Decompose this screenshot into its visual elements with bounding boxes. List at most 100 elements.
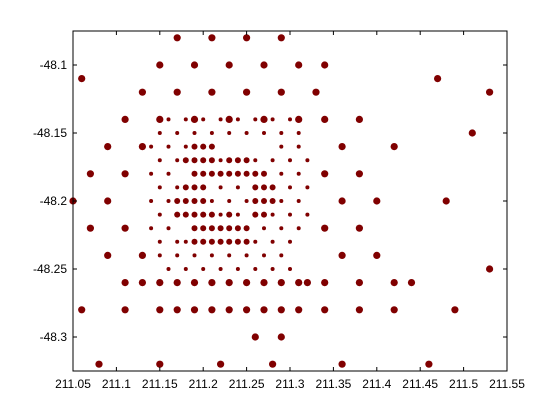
data-point — [225, 306, 233, 314]
data-point — [279, 253, 284, 258]
data-point — [226, 225, 233, 232]
data-point — [234, 157, 241, 164]
data-point — [355, 170, 363, 178]
data-point — [338, 360, 346, 368]
data-point — [243, 225, 250, 232]
data-point — [191, 143, 198, 150]
data-point — [166, 117, 171, 122]
x-tick-label: 211.4 — [362, 377, 391, 391]
data-point — [208, 225, 215, 232]
data-point — [442, 197, 450, 205]
data-point — [208, 211, 215, 218]
data-point — [173, 88, 181, 96]
data-point — [138, 251, 146, 259]
data-point — [183, 117, 188, 122]
data-point — [183, 239, 188, 244]
data-point — [191, 238, 198, 245]
x-tick-label: 211.1 — [102, 377, 131, 391]
data-point — [338, 251, 346, 259]
data-point — [225, 61, 233, 69]
data-point — [260, 279, 268, 287]
data-point — [277, 333, 285, 341]
data-point — [191, 198, 198, 204]
data-point — [277, 34, 285, 42]
data-point — [235, 212, 240, 217]
data-point — [173, 306, 181, 314]
y-tick-label: -48.2 — [40, 194, 68, 208]
data-point — [296, 171, 301, 176]
data-point — [157, 131, 162, 135]
plot-area-frame — [72, 30, 508, 372]
data-point — [182, 198, 189, 204]
data-point — [295, 306, 303, 314]
data-point — [288, 239, 292, 244]
data-point — [175, 185, 180, 190]
data-point — [390, 306, 398, 314]
axis-ticks — [72, 31, 508, 371]
y-tick-label: -48.3 — [40, 330, 68, 344]
data-point — [355, 279, 363, 287]
data-point — [269, 198, 276, 204]
data-point — [305, 212, 310, 217]
data-point — [303, 279, 311, 287]
data-point — [244, 253, 249, 258]
data-point — [149, 199, 154, 203]
data-point — [218, 212, 223, 217]
data-point — [252, 170, 259, 177]
data-point — [78, 306, 86, 314]
data-point — [288, 117, 292, 122]
data-point — [288, 212, 292, 217]
data-point — [425, 360, 433, 368]
data-point — [166, 267, 171, 271]
data-point — [174, 211, 181, 218]
data-point — [175, 253, 180, 258]
x-tick-label: 211.15 — [142, 377, 178, 391]
data-point — [157, 212, 162, 217]
data-point — [190, 279, 199, 287]
data-point — [86, 170, 94, 178]
y-tick-label: -48.15 — [33, 126, 67, 140]
data-point — [138, 143, 146, 151]
data-point — [288, 185, 292, 190]
data-point — [166, 171, 171, 176]
data-point — [234, 238, 241, 245]
data-point — [138, 88, 146, 96]
data-point — [262, 226, 266, 231]
data-point — [192, 131, 197, 135]
data-point — [253, 267, 258, 271]
data-point — [279, 144, 284, 149]
data-point — [218, 267, 223, 271]
data-point — [270, 117, 275, 122]
data-point — [121, 306, 129, 314]
data-point — [217, 170, 224, 177]
data-point — [182, 157, 189, 164]
data-point — [253, 158, 258, 163]
data-point — [225, 279, 233, 287]
data-point — [218, 158, 223, 163]
data-point — [191, 170, 198, 177]
data-point — [234, 170, 241, 177]
data-point — [260, 61, 268, 69]
x-tick-label: 211.2 — [189, 377, 218, 391]
data-point — [166, 144, 171, 149]
data-point — [261, 184, 267, 191]
data-point — [138, 279, 146, 287]
data-point — [226, 211, 233, 218]
data-point — [269, 360, 277, 368]
data-point — [208, 170, 215, 177]
data-point — [434, 75, 442, 83]
data-point — [227, 199, 232, 203]
data-point — [191, 225, 198, 232]
data-point — [156, 306, 164, 314]
data-point — [277, 88, 285, 96]
data-point — [295, 61, 303, 69]
data-point — [208, 157, 215, 164]
data-point — [190, 115, 199, 123]
data-point — [156, 279, 164, 287]
data-point — [244, 199, 249, 203]
data-point — [261, 198, 267, 204]
data-point — [253, 239, 258, 244]
data-point — [270, 239, 275, 244]
data-point — [261, 170, 267, 177]
